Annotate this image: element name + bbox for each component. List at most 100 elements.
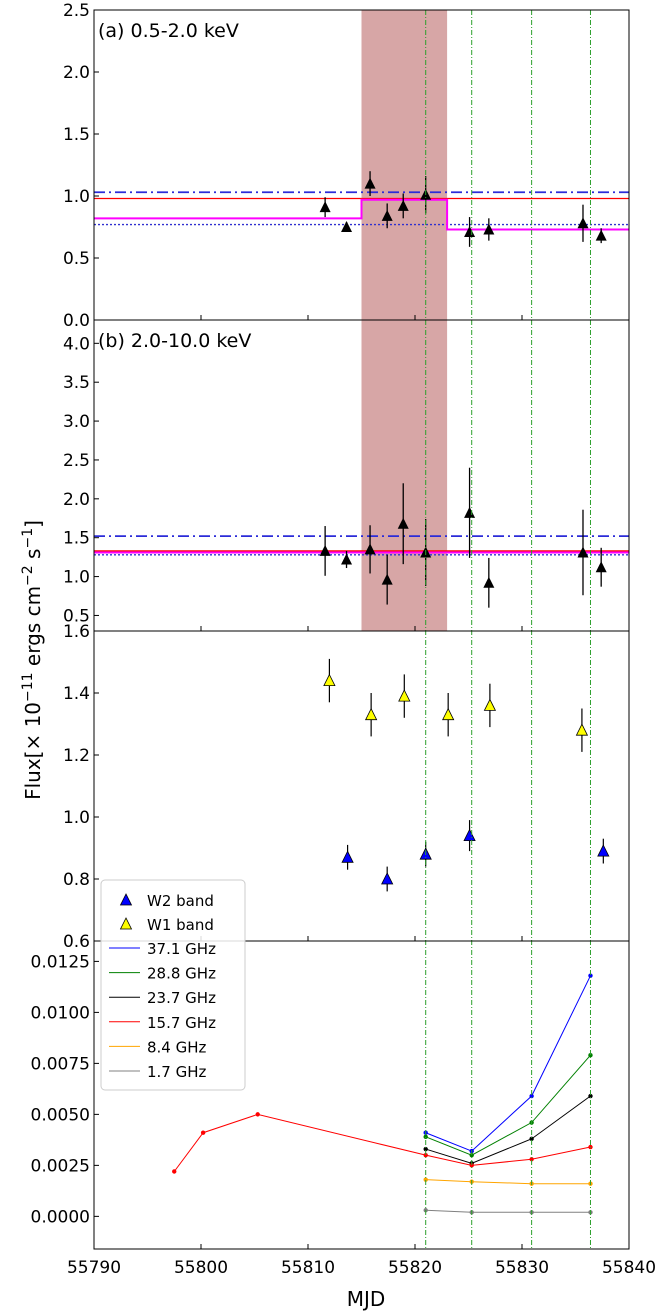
data-point-w2-band [463,828,476,841]
y-tick-label: 0.0125 [31,952,90,972]
data-point [483,223,495,235]
series-point [588,1093,593,1099]
x-tick-label: 55790 [67,1258,121,1278]
series-point [172,1169,177,1174]
data-point [397,517,409,529]
data-point [381,573,393,585]
data-point-w1-band [364,707,378,721]
y-tick-label: 1.4 [63,684,90,704]
series-point [469,1163,474,1168]
panel-label: (b) 2.0-10.0 keV [98,330,251,352]
data-point [341,553,353,565]
series-point [200,1130,206,1135]
data-point [364,177,376,189]
panel-c-marks [323,658,610,892]
data-point-w1-band [398,689,411,702]
x-tick-label: 55830 [495,1258,549,1278]
y-tick-label: 1.5 [63,125,90,145]
y-tick-label: 2.0 [63,63,90,83]
panel-d-frame [93,940,630,1250]
legend-label: W2 band [147,892,214,910]
data-point-w1-band [575,723,589,736]
y-tick-label: 1.0 [63,187,90,207]
y-tick-label: 0.0075 [31,1054,90,1074]
legend-marker [119,917,133,930]
series-point [588,1053,593,1058]
legend-label: 28.8 GHz [147,965,216,983]
y-tick-label: 0.8 [63,870,90,890]
y-tick-label: 0.5 [63,606,90,626]
series-point [469,1152,474,1158]
tick-labels: 0.0 0.5 1.0 1.5 2.0 2.5 (a) 0.5-2.0 keV 0.5 1.0 1… [31,1,657,1278]
y-tick-label: 0.0050 [31,1105,90,1125]
y-tick-label: 0.0025 [31,1156,90,1176]
legend-label: W1 band [147,916,214,934]
y-tick-label: 4.0 [63,334,90,354]
y-axis-label-part: ergs cm [21,586,45,672]
axes-frames [93,9,630,1250]
legend-label: 1.7 GHz [147,1063,207,1081]
x-axis-label: MJD [347,1287,386,1311]
y-tick-label: 1.2 [63,746,90,766]
y-tick-label: 1.0 [63,568,90,588]
data-point-w1-band [442,707,455,721]
series-point [255,1112,260,1117]
y-axis-label-part: −2 [20,565,36,586]
data-point [319,201,331,213]
legend-label: 15.7 GHz [147,1014,216,1032]
data-point [595,229,607,241]
y-tick-label: 2.5 [63,451,90,471]
series-point [588,973,593,978]
data-point-w1-band [323,673,336,686]
data-point [397,199,409,211]
series-line [425,1209,591,1213]
step-model-line [94,198,629,231]
panel-a-marks [94,171,629,247]
panel-b-marks [94,467,629,608]
y-axis-label-part: Flux[× 10 [21,702,45,800]
y-tick-label: 3.0 [63,412,90,432]
series-point [423,1177,428,1182]
x-tick-label: 55840 [602,1258,656,1278]
series-line [173,1113,591,1172]
data-point-w2-band [597,844,610,857]
legend: W2 band W1 band 37.1 GHz 28.8 GHz 23.7 GHz 15… [100,879,246,1091]
panel-d-marks [172,973,593,1215]
y-tick-label: 0.6 [63,932,90,952]
series-point [529,1136,534,1142]
y-tick-label: 3.5 [63,373,90,393]
data-point [364,543,376,555]
y-tick-label: 0.0 [63,311,90,331]
y-axis-label: Flux[× 10−11 ergs cm−2 s−1] [20,520,45,800]
data-point [341,221,353,232]
series-line [425,1179,591,1185]
y-tick-label: 1.6 [63,622,90,642]
series-point [423,1152,428,1158]
data-point [319,544,331,556]
data-point-w2-band [381,872,394,885]
y-axis-label-part: s [21,549,45,566]
legend-marker [119,893,133,906]
x-tick-label: 55810 [281,1258,335,1278]
series-line [425,1095,591,1164]
data-point [464,225,476,237]
y-axis-label-part: −1 [20,528,36,549]
data-point-w1-band [483,698,497,711]
y-tick-label: 2.0 [63,490,90,510]
y-axis-label-part: ] [21,520,45,528]
x-tick-label: 55800 [174,1258,228,1278]
series-point [423,1146,428,1152]
data-point [381,209,393,221]
y-tick-label: 0.5 [63,249,90,269]
y-tick-label: 0.0000 [31,1207,90,1227]
series-point [529,1093,534,1099]
series-point [423,1134,428,1140]
y-tick-label: 1.5 [63,529,90,549]
data-point [464,506,476,518]
legend-label: 37.1 GHz [147,940,216,958]
series-point [529,1157,534,1162]
panel-label: (a) 0.5-2.0 keV [98,20,239,42]
legend-label: 23.7 GHz [147,989,216,1007]
legend-box [100,879,246,1091]
